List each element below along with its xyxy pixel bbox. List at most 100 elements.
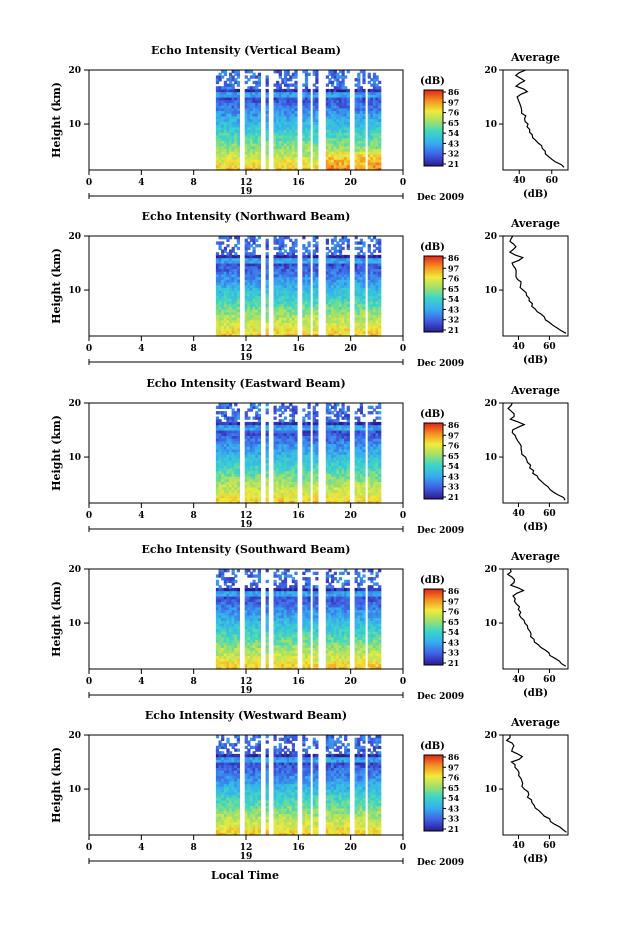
- heatmap-cell: [367, 91, 371, 95]
- heatmap-cell: [367, 435, 371, 439]
- heatmap-cell: [302, 99, 306, 103]
- heatmap-cell: [370, 440, 374, 445]
- heatmap-cell: [273, 281, 277, 286]
- heatmap-cell: [367, 271, 371, 275]
- heatmap-cell: [291, 249, 295, 253]
- heatmap-cell: [331, 306, 335, 310]
- heatmap-cell: [333, 137, 337, 141]
- heatmap-cell: [257, 303, 261, 307]
- heatmap-cell: [338, 440, 343, 445]
- heatmap-cell: [372, 500, 377, 504]
- heatmap-cell: [244, 156, 248, 160]
- heatmap-cell: [331, 102, 335, 106]
- heatmap-cell: [255, 486, 259, 491]
- heatmap-cell: [344, 473, 348, 477]
- heatmap-cell: [283, 314, 288, 318]
- heatmap-cell: [229, 322, 233, 326]
- heatmap-cell: [289, 78, 293, 82]
- day-label: 19: [240, 187, 253, 197]
- heatmap-cell: [307, 292, 311, 297]
- heatmap-cell: [378, 319, 382, 324]
- heatmap-cell: [307, 257, 311, 261]
- heatmap-cell: [221, 137, 225, 141]
- heatmap-cell: [328, 257, 332, 261]
- heatmap-cell: [312, 309, 316, 313]
- heatmap-cell: [307, 287, 311, 291]
- heatmap-cell: [236, 443, 240, 447]
- heatmap-cell: [226, 118, 230, 122]
- heatmap-cell: [265, 276, 269, 280]
- heatmap-cell: [304, 102, 309, 106]
- heatmap-cell: [247, 430, 251, 434]
- heatmap-cell: [367, 484, 371, 488]
- heatmap-cell: [354, 421, 358, 426]
- heatmap-cell: [252, 121, 256, 125]
- heatmap-cell: [359, 317, 363, 321]
- heatmap-cell: [244, 489, 248, 493]
- heatmap-cell: [291, 145, 295, 149]
- heatmap-cell: [346, 273, 350, 278]
- heatmap-cell: [255, 438, 259, 442]
- heatmap-cell: [333, 476, 337, 480]
- heatmap-cell: [294, 263, 298, 267]
- heatmap-cell: [283, 145, 288, 149]
- heatmap-cell: [312, 470, 316, 474]
- heatmap-cell: [304, 246, 309, 251]
- heatmap-cell: [229, 317, 233, 321]
- heatmap-cell: [229, 148, 233, 152]
- heatmap-cell: [294, 486, 298, 491]
- heatmap-cell: [333, 492, 337, 496]
- heatmap-cell: [341, 281, 345, 286]
- heatmap-cell: [333, 333, 337, 337]
- heatmap-cell: [265, 317, 269, 321]
- y-axis-label: Height (km): [50, 248, 63, 324]
- heatmap-cell: [276, 486, 280, 491]
- heatmap-cell: [338, 143, 343, 147]
- heatmap-cell: [370, 167, 374, 171]
- heatmap-cell: [278, 268, 282, 272]
- heatmap-cell: [231, 440, 235, 445]
- heatmap-cell: [226, 416, 230, 420]
- heatmap-cell: [283, 327, 288, 332]
- heatmap-cell: [333, 300, 337, 305]
- heatmap-cell: [341, 290, 345, 294]
- heatmap-cell: [218, 137, 222, 141]
- heatmap-cell: [244, 413, 248, 418]
- heatmap-cell: [234, 134, 238, 139]
- heatmap-cell: [236, 80, 240, 85]
- heatmap-cell: [223, 473, 227, 477]
- heatmap-cell: [278, 153, 282, 158]
- heatmap-cell: [346, 298, 350, 302]
- heatmap-cell: [231, 322, 235, 326]
- heatmap-cell: [278, 156, 282, 160]
- heatmap-cell: [218, 88, 222, 93]
- heatmap-cell: [370, 311, 374, 315]
- heatmap-cell: [281, 97, 285, 101]
- heatmap-cell: [231, 481, 235, 485]
- heatmap-cell: [328, 333, 332, 337]
- heatmap-cell: [223, 443, 227, 447]
- heatmap-cell: [286, 465, 290, 469]
- heatmap-cell: [234, 72, 238, 76]
- heatmap-cell: [278, 303, 282, 307]
- heatmap-cell: [341, 124, 345, 128]
- heatmap-cell: [333, 121, 337, 125]
- heatmap-cell: [247, 132, 251, 136]
- heatmap-cell: [289, 298, 293, 302]
- heatmap-cell: [234, 271, 238, 275]
- heatmap-cell: [294, 476, 298, 480]
- heatmap-cell: [341, 300, 345, 305]
- heatmap-cell: [252, 333, 256, 337]
- heatmap-cell: [315, 484, 319, 488]
- heatmap-cell: [294, 284, 298, 288]
- heatmap-cell: [283, 438, 288, 442]
- heatmap-cell: [325, 281, 329, 286]
- heatmap-cell: [346, 311, 350, 315]
- heatmap-cell: [247, 457, 251, 461]
- heatmap-cell: [221, 484, 225, 488]
- heatmap-cell: [252, 317, 256, 321]
- heatmap-cell: [378, 430, 382, 434]
- heatmap-cell: [312, 292, 316, 297]
- heatmap-cell: [276, 88, 280, 93]
- heatmap-cell: [294, 451, 298, 455]
